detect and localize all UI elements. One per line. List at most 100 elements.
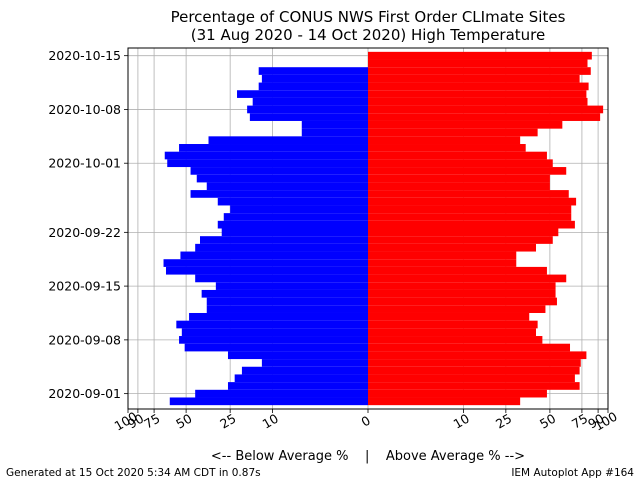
below-average-bar (195, 389, 368, 398)
below-average-bar (169, 397, 368, 406)
above-average-bar (368, 274, 567, 283)
above-average-bar (368, 312, 530, 321)
y-tick-label: 2020-09-15 (48, 279, 121, 294)
below-average-bar (247, 105, 368, 114)
x-tick-label: 25 (217, 411, 238, 432)
below-average-bar (184, 343, 368, 352)
above-average-bar (368, 59, 588, 68)
below-average-bar (223, 213, 368, 221)
x-tick-label: 90 (585, 411, 606, 432)
above-average-bar (368, 336, 543, 344)
above-average-bar (368, 167, 567, 175)
below-average-bar (179, 144, 368, 152)
x-tick-label: 0 (359, 413, 373, 430)
above-average-bar (368, 359, 581, 367)
above-average-bar (368, 382, 580, 390)
below-average-bar (221, 228, 368, 237)
above-average-bar (368, 144, 526, 152)
above-average-bar (368, 305, 546, 313)
above-average-bar (368, 289, 556, 298)
x-tick-label: 75 (141, 411, 162, 432)
below-average-bar (208, 136, 368, 145)
above-average-bar (368, 251, 517, 260)
above-average-bar (368, 266, 547, 275)
y-tick-label: 2020-10-01 (48, 156, 121, 171)
above-average-bar (368, 205, 572, 214)
below-average-bar (301, 128, 368, 137)
x-tick-label: 25 (493, 411, 514, 432)
above-average-bar (368, 397, 521, 406)
above-average-bar (368, 213, 572, 221)
above-average-bar (368, 67, 591, 75)
above-average-bar (368, 74, 580, 83)
x-tick-label: 50 (173, 411, 194, 432)
footer-generated: Generated at 15 Oct 2020 5:34 AM CDT in … (6, 467, 261, 479)
below-average-bar (163, 259, 368, 267)
below-average-bar (189, 312, 368, 321)
below-average-bar (301, 120, 368, 129)
above-average-bar (368, 243, 537, 252)
below-average-bar (164, 151, 368, 160)
below-average-bar (241, 366, 368, 375)
above-average-bar (368, 159, 553, 168)
below-average-bar (195, 243, 368, 252)
below-average-bar (227, 382, 368, 390)
above-average-bar (368, 351, 587, 360)
below-average-bar (179, 336, 368, 344)
below-average-bar (227, 351, 368, 360)
above-average-bar (368, 297, 557, 306)
below-average-bar (217, 197, 368, 206)
y-tick-label: 2020-09-22 (48, 225, 121, 240)
below-average-bar (180, 251, 368, 260)
below-average-bar (237, 90, 368, 98)
below-average-bar (181, 328, 368, 337)
below-average-bar (165, 266, 368, 275)
below-average-bar (206, 182, 368, 191)
above-average-bar (368, 220, 575, 229)
x-tick-label: 10 (451, 411, 472, 432)
x-axis-label: <-- Below Average % | Above Average % --… (211, 449, 525, 464)
y-axis: 2020-09-01 2020-09-08 2020-09-15 2020-09-22… (48, 48, 128, 401)
below-average-bar (252, 97, 368, 106)
below-average-bar (206, 305, 368, 313)
above-average-bar (368, 328, 537, 337)
below-average-bar (230, 205, 368, 214)
y-tick-label: 2020-09-01 (48, 386, 121, 401)
above-average-bar (368, 90, 587, 98)
above-average-bar (368, 182, 550, 191)
above-average-bar (368, 82, 589, 91)
above-average-bar (368, 190, 569, 198)
above-average-bar (368, 120, 563, 129)
below-average-bar (190, 190, 368, 198)
above-average-bar (368, 236, 553, 244)
below-average-bar (249, 113, 368, 121)
below-average-bar (176, 320, 368, 329)
below-average-bar (195, 274, 368, 283)
above-average-bar (368, 105, 604, 114)
above-average-bar (368, 259, 517, 267)
x-tick-label: 90 (125, 411, 146, 432)
below-average-bar (217, 220, 368, 229)
above-average-bar (368, 113, 601, 121)
below-average-bar (234, 374, 368, 383)
below-average-bar (199, 236, 368, 244)
above-average-bar (368, 97, 588, 106)
below-average-bar (196, 174, 368, 183)
below-average-bar (261, 74, 368, 83)
above-average-bar (368, 282, 556, 290)
above-average-bar (368, 228, 559, 237)
x-tick-label: 75 (569, 411, 590, 432)
above-average-bar (368, 320, 538, 329)
y-tick-label: 2020-09-08 (48, 332, 121, 347)
x-tick-label: 50 (537, 411, 558, 432)
below-average-bar (190, 167, 368, 175)
above-average-bar (368, 197, 577, 206)
below-average-bar (258, 82, 368, 91)
above-average-bar (368, 174, 550, 183)
footer-app: IEM Autoplot App #164 (511, 467, 634, 479)
below-average-bar (167, 159, 368, 168)
below-average-bar (261, 359, 368, 367)
above-average-bar (368, 366, 580, 375)
